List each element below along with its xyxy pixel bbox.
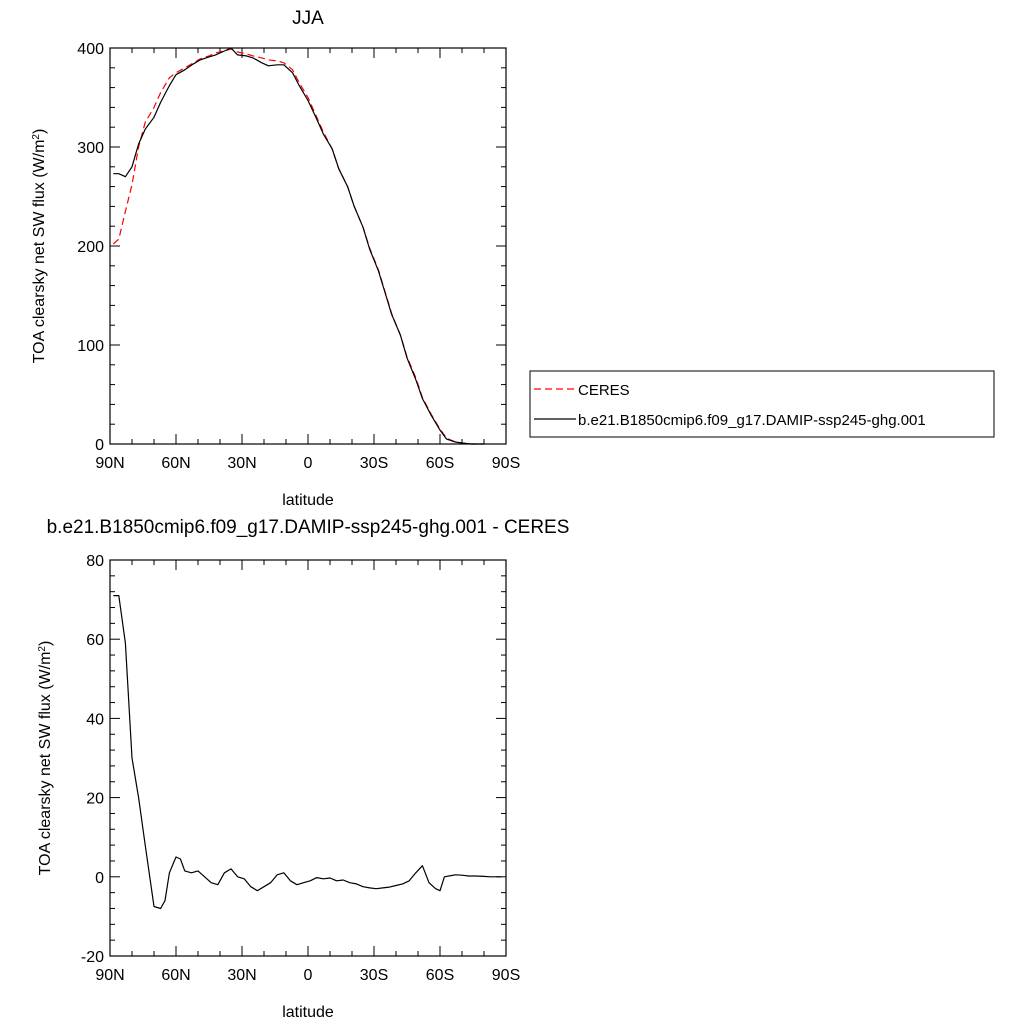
top-y-tick-label: 400	[77, 41, 104, 58]
top-panel-y-axis-label: TOA clearsky net SW flux (W/m2)	[31, 129, 49, 364]
bottom-panel: b.e21.B1850cmip6.f09_g17.DAMIP-ssp245-gh…	[37, 517, 570, 1021]
legend-box	[529, 370, 995, 438]
bottom-panel-title: b.e21.B1850cmip6.f09_g17.DAMIP-ssp245-gh…	[47, 517, 570, 538]
bottom-panel-x-axis-label: latitude	[282, 1004, 334, 1021]
top-panel: JJA 90N 60N 30N 0 30S 60S 90S 0 100 200 300 400 lat…	[31, 8, 521, 509]
bottom-x-tick-label: 30N	[227, 967, 256, 984]
bottom-x-tick-label: 0	[304, 967, 313, 984]
bottom-panel-frame	[109, 559, 507, 957]
bottom-panel-ticks	[109, 559, 507, 957]
bottom-x-tick-label: 60N	[161, 967, 190, 984]
bottom-panel-tick-labels: 90N 60N 30N 0 30S 60S 90S -20 0 20 40 60 80	[81, 553, 520, 984]
top-series-line-0	[112, 48, 484, 445]
legend: CERES b.e21.B1850cmip6.f09_g17.DAMIP-ssp…	[529, 370, 995, 438]
bottom-y-tick-label: 20	[86, 791, 104, 808]
top-y-tick-label: 100	[77, 338, 104, 355]
top-series-line-1	[113, 47, 484, 445]
top-x-tick-label: 0	[304, 455, 313, 472]
top-panel-tick-labels: 90N 60N 30N 0 30S 60S 90S 0 100 200 300 400	[77, 41, 520, 472]
top-x-tick-label: 60S	[426, 455, 454, 472]
bottom-x-tick-label: 90N	[95, 967, 124, 984]
top-panel-series	[112, 47, 484, 445]
legend-label-ceres: CERES	[578, 382, 630, 399]
bottom-y-tick-label: 80	[86, 553, 104, 570]
top-x-tick-label: 30S	[360, 455, 388, 472]
legend-label-model: b.e21.B1850cmip6.f09_g17.DAMIP-ssp245-gh…	[578, 412, 926, 429]
bottom-y-tick-label: 40	[86, 711, 104, 728]
top-x-tick-label: 90S	[492, 455, 520, 472]
top-x-tick-label: 30N	[227, 455, 256, 472]
bottom-panel-y-axis-label: TOA clearsky net SW flux (W/m2)	[37, 641, 55, 876]
bottom-y-tick-label: 60	[86, 632, 104, 649]
top-y-tick-label: 0	[95, 437, 104, 454]
top-panel-ticks	[109, 47, 507, 445]
bottom-y-tick-label: 0	[95, 870, 104, 887]
top-panel-title: JJA	[292, 8, 324, 29]
top-x-tick-label: 60N	[161, 455, 190, 472]
bottom-x-tick-label: 30S	[360, 967, 388, 984]
bottom-series-line-0	[113, 594, 502, 910]
top-y-tick-label: 300	[77, 140, 104, 157]
top-panel-x-axis-label: latitude	[282, 492, 334, 509]
bottom-y-tick-label: -20	[81, 949, 104, 966]
bottom-x-tick-label: 60S	[426, 967, 454, 984]
bottom-panel-series	[113, 594, 502, 910]
top-x-tick-label: 90N	[95, 455, 124, 472]
top-panel-frame	[109, 47, 507, 445]
bottom-x-tick-label: 90S	[492, 967, 520, 984]
top-y-tick-label: 200	[77, 239, 104, 256]
